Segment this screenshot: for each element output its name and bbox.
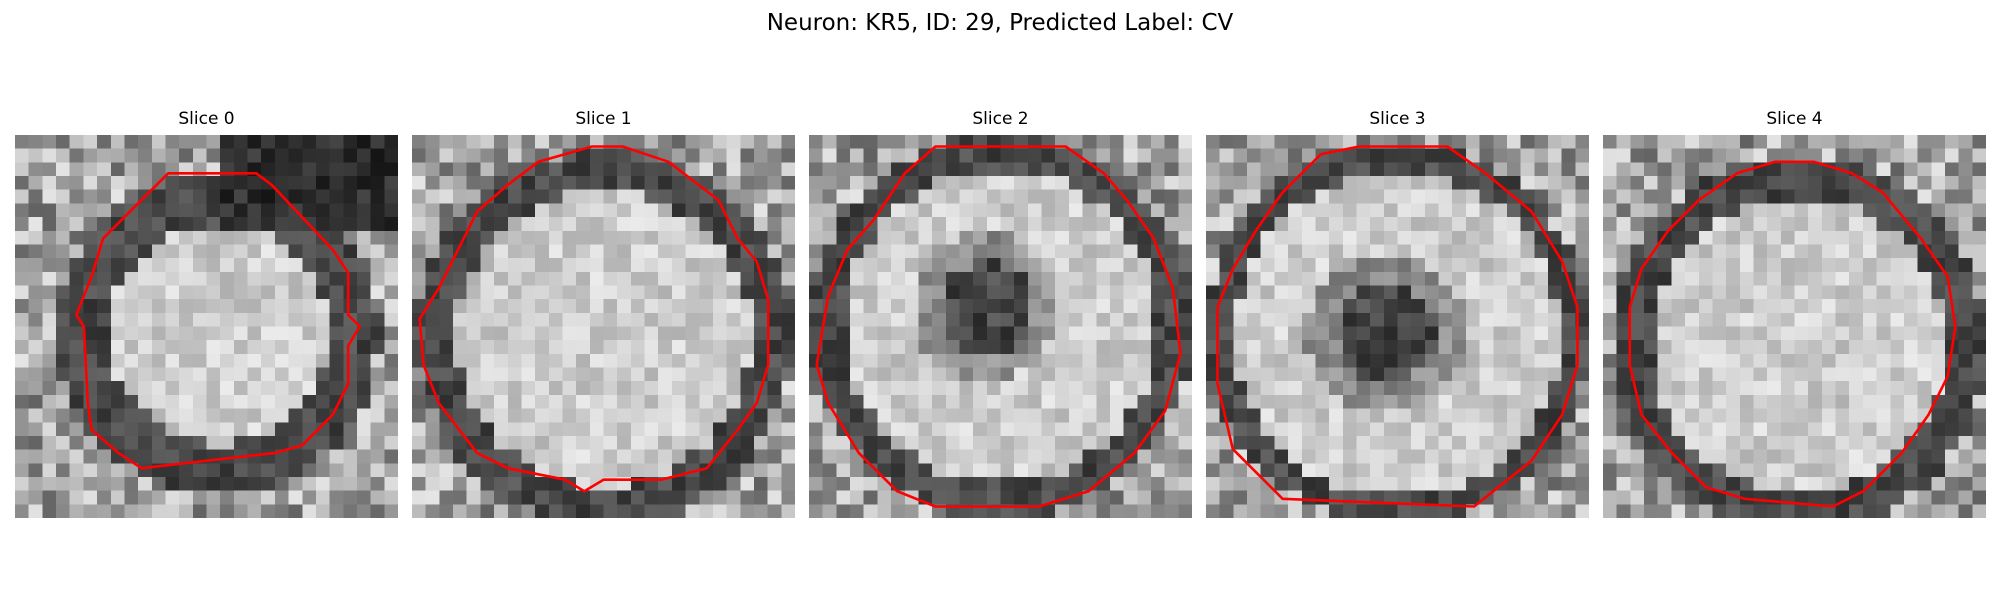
slice-title-4: Slice 4 [1766, 109, 1823, 129]
segmentation-contour-0 [74, 171, 362, 470]
slice-title-1: Slice 1 [575, 109, 632, 129]
figure-title: Neuron: KR5, ID: 29, Predicted Label: CV [766, 10, 1234, 36]
slice-image-3 [1206, 135, 1589, 518]
segmentation-contour-3 [1216, 145, 1579, 508]
slice-panel-4: Slice 4 [1603, 108, 1986, 518]
segmentation-contour-1 [418, 145, 770, 493]
slice-title-0: Slice 0 [178, 109, 235, 129]
slice-panel-3: Slice 3 [1206, 108, 1589, 518]
slice-panel-1: Slice 1 [412, 108, 795, 518]
segmentation-contour-2 [815, 145, 1182, 508]
slice-panel-0: Slice 0 [15, 108, 398, 518]
slice-image-0 [15, 135, 398, 518]
segmentation-contour-4 [1628, 160, 1957, 508]
slice-image-2 [809, 135, 1192, 518]
slice-panel-2: Slice 2 [809, 108, 1192, 518]
slice-image-1 [412, 135, 795, 518]
slice-title-2: Slice 2 [972, 109, 1029, 129]
slice-title-3: Slice 3 [1369, 109, 1426, 129]
slice-image-4 [1603, 135, 1986, 518]
